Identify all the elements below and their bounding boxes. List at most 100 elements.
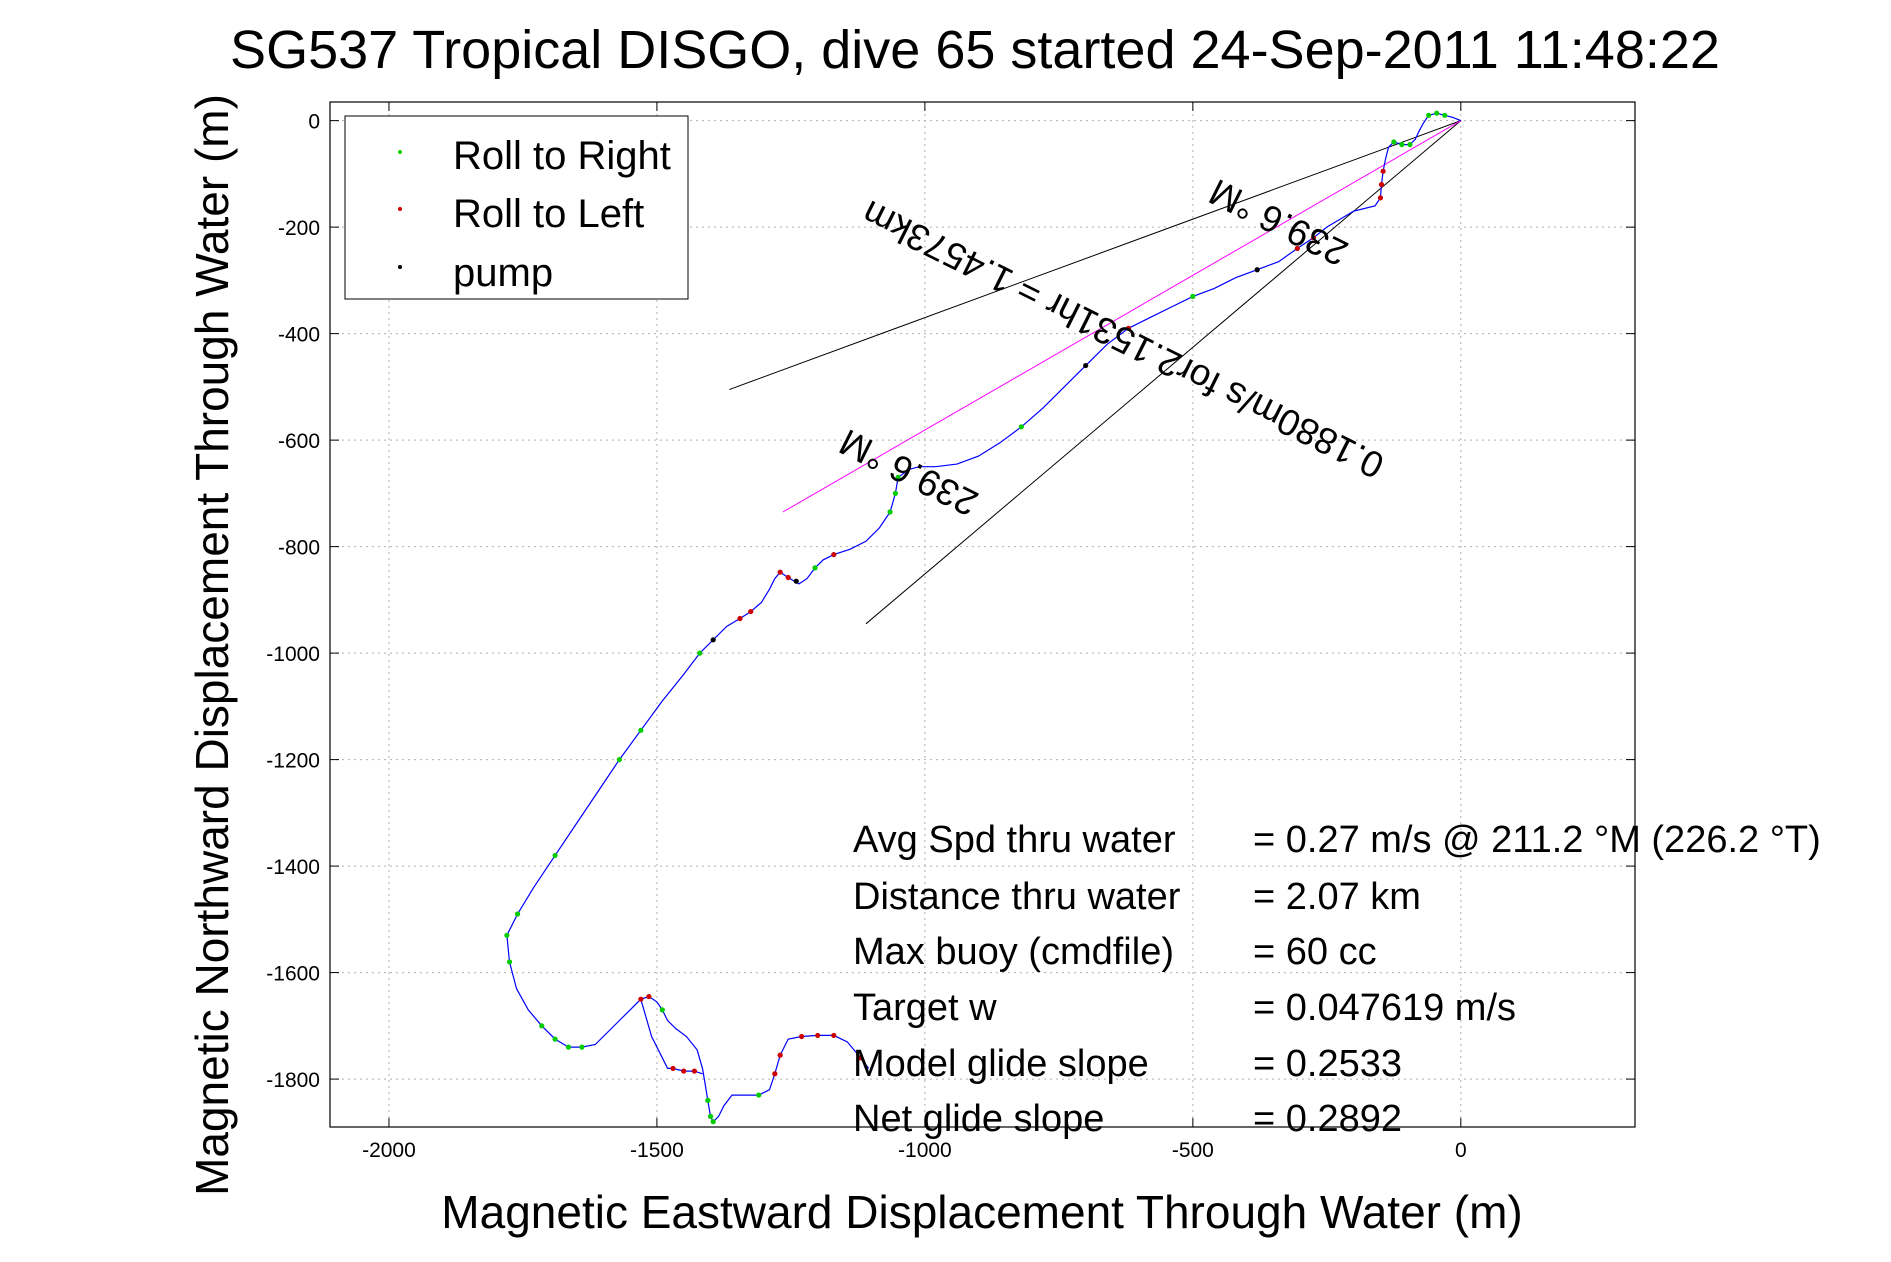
roll-right-point (552, 1036, 558, 1042)
roll-right-point (705, 1097, 711, 1103)
heading-line (782, 120, 1462, 513)
stat-value-max-buoy: = 60 cc (1253, 931, 1377, 973)
x-tick-label: -500 (1172, 1139, 1214, 1162)
roll-left-point (815, 1032, 821, 1039)
roll-left-point (772, 1071, 778, 1077)
roll-right-point (1442, 112, 1448, 118)
roll-left-point (785, 574, 791, 581)
legend-label-roll-left: Roll to Left (453, 192, 644, 236)
pump-point (710, 637, 716, 643)
stats-block: Avg Spd thru water = 0.27 m/s @ 211.2 °M… (853, 819, 1821, 1140)
y-tick-label: -1600 (266, 963, 320, 986)
roll-left-point (1377, 195, 1384, 201)
legend-marker-pump (398, 265, 402, 269)
roll-right-point (1399, 141, 1405, 148)
legend: Roll to Right Roll to Left pump (344, 115, 689, 300)
roll-right-point (812, 565, 818, 571)
roll-left-point (1294, 245, 1300, 252)
roll-right-point (616, 756, 623, 763)
legend-label-pump: pump (453, 251, 553, 295)
roll-right-point (638, 727, 644, 733)
y-tick-label: -1800 (266, 1069, 320, 1092)
roll-right-point (565, 1044, 572, 1050)
roll-left-point (857, 1055, 864, 1061)
roll-right-point (1434, 110, 1440, 116)
roll-right-point (1391, 139, 1397, 145)
stat-value-target-w: = 0.047619 m/s (1253, 987, 1516, 1029)
roll-right-point (506, 959, 513, 965)
roll-right-point (707, 1113, 714, 1119)
roll-left-point (1380, 168, 1386, 174)
roll-right-point (756, 1092, 762, 1098)
roll-left-point (1378, 181, 1385, 188)
x-axis-label: Magnetic Eastward Displacement Through W… (441, 1186, 1522, 1238)
grid-lines (330, 102, 1635, 1127)
legend-marker-roll-left (398, 207, 402, 211)
stat-label-model-glide: Model glide slope (853, 1043, 1149, 1085)
pump-point (793, 578, 799, 584)
roll-right-point (504, 932, 510, 938)
stat-label-avg-speed: Avg Spd thru water (853, 819, 1176, 861)
stat-label-net-glide: Net glide slope (853, 1098, 1104, 1140)
roll-right-point (697, 650, 703, 656)
bracket-line (865, 120, 1462, 625)
y-tick-label: -1400 (266, 856, 320, 879)
legend-box (344, 115, 689, 300)
roll-left-point (737, 615, 743, 622)
bracket-line (729, 120, 1461, 391)
roll-right-point (887, 509, 893, 515)
y-axis-label: Magnetic Northward Displacement Through … (186, 94, 238, 1196)
roll-left-point (681, 1068, 687, 1074)
roll-left-point (799, 1033, 805, 1040)
y-tick-label: -1000 (266, 643, 320, 666)
roll-left-point (1310, 235, 1317, 241)
track-annotation-2: 239.6 °M (1203, 171, 1354, 274)
roll-right-point (579, 1044, 585, 1050)
plot-content (504, 110, 1462, 1125)
x-tick-label: -2000 (362, 1139, 416, 1162)
roll-left-point (691, 1068, 698, 1074)
track-annotation-1: 239.6 °M (833, 421, 984, 524)
legend-marker-roll-right (398, 150, 402, 154)
roll-right-point (1407, 141, 1413, 148)
roll-right-point (539, 1023, 545, 1029)
roll-left-point (646, 993, 652, 1000)
roll-right-point (710, 1119, 716, 1125)
stat-value-model-glide: = 0.2533 (1253, 1043, 1402, 1085)
y-tick-label: -600 (278, 430, 320, 453)
stat-label-target-w: Target w (853, 987, 997, 1029)
roll-right-point (1018, 424, 1024, 430)
roll-right-point (892, 490, 899, 496)
roll-left-point (1125, 325, 1132, 331)
y-tick-label: 0 (308, 111, 320, 134)
y-tick-label: -800 (278, 537, 320, 560)
chart-title: SG537 Tropical DISGO, dive 65 started 24… (230, 20, 1720, 80)
stat-value-distance: = 2.07 km (1253, 876, 1421, 918)
y-tick-label: -400 (278, 324, 320, 347)
y-tick-label: -1200 (266, 750, 320, 773)
stat-label-distance: Distance thru water (853, 876, 1181, 918)
x-tick-label: -1500 (630, 1139, 684, 1162)
y-tick-label: -200 (278, 217, 320, 240)
stat-label-max-buoy: Max buoy (cmdfile) (853, 931, 1174, 973)
roll-right-point (895, 474, 901, 480)
dive-track-loop (640, 999, 703, 1075)
axis-ticks: -2000 -1500 -1000 -500 0 0 -200 -400 -600 -800 -10… (266, 102, 1635, 1162)
roll-left-point (748, 608, 754, 615)
legend-label-roll-right: Roll to Right (453, 134, 671, 178)
stat-value-net-glide: = 0.2892 (1253, 1098, 1402, 1140)
x-tick-label: -1000 (898, 1139, 952, 1162)
roll-left-point (777, 1052, 783, 1058)
roll-right-point (1190, 293, 1196, 299)
x-tick-label: 0 (1455, 1139, 1467, 1162)
pump-point (1083, 362, 1089, 369)
roll-left-point (670, 1065, 676, 1072)
roll-right-point (1426, 112, 1432, 118)
roll-left-point (777, 569, 783, 575)
roll-left-point (638, 996, 644, 1002)
stat-value-avg-speed: = 0.27 m/s @ 211.2 °M (226.2 °T) (1253, 819, 1821, 861)
plot-frame (329, 101, 1636, 1128)
roll-right-point (514, 911, 521, 917)
